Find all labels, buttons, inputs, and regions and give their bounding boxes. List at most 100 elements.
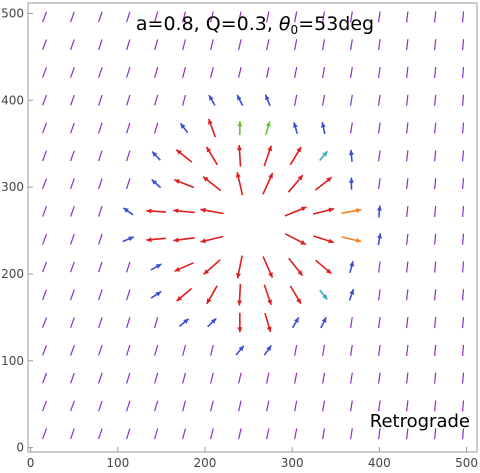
vector-arrow [378, 122, 381, 134]
vector-arrow [154, 400, 159, 412]
vector-arrowhead [203, 269, 209, 275]
vector-arrow [462, 122, 465, 134]
vector-arrow [406, 150, 409, 162]
vector-arrow [98, 233, 103, 245]
vector-arrowhead [183, 318, 189, 324]
vector-arrowhead [349, 289, 355, 295]
vector-arrow [154, 122, 159, 134]
vector-arrowhead [174, 179, 180, 184]
vector-arrow [98, 289, 103, 301]
vector-arrowhead [300, 240, 306, 245]
vector-arrow [70, 178, 75, 190]
x-tick-label: 400 [368, 456, 391, 470]
vector-arrow [210, 372, 214, 384]
vector-arrow [42, 11, 48, 23]
vector-arrow [462, 205, 465, 217]
vector-arrowhead [176, 296, 182, 302]
y-tick-label: 300 [1, 180, 24, 194]
vector-arrow [42, 428, 48, 440]
vector-arrowhead [206, 298, 212, 304]
vector-arrowhead [297, 270, 303, 276]
vector-arrow [378, 11, 381, 23]
vector-arrow [462, 261, 465, 273]
vector-arrow [238, 39, 242, 51]
vector-arrow [462, 94, 465, 106]
vector-arrow [126, 39, 131, 51]
vector-arrow [462, 372, 465, 384]
vector-arrow [462, 317, 465, 329]
vector-arrowhead [267, 145, 272, 152]
vector-arrow [182, 372, 187, 384]
vector-arrow [154, 11, 159, 23]
vector-arrow [378, 150, 381, 162]
vector-arrowhead [355, 208, 362, 213]
vector-arrow [98, 39, 103, 51]
vector-arrow [70, 344, 75, 356]
vector-arrow [294, 11, 298, 23]
vector-arrowhead [267, 299, 272, 305]
vector-arrowhead [321, 317, 327, 323]
vector-arrowhead [296, 146, 302, 153]
vector-arrowhead [268, 272, 273, 278]
vector-arrowhead [296, 298, 301, 304]
vector-arrow [266, 66, 270, 79]
vector-arrowhead [146, 208, 152, 214]
vector-arrow [182, 11, 187, 23]
vector-arrow [378, 66, 381, 78]
vector-arrowhead [155, 264, 162, 269]
vector-arrow [350, 66, 353, 78]
vector-arrow [462, 66, 465, 79]
vector-arrow [406, 11, 409, 23]
vector-arrow [126, 344, 131, 356]
vector-arrow [42, 289, 48, 301]
vector-arrowhead [208, 95, 214, 101]
vector-arrowhead [237, 327, 243, 333]
vector-arrow [154, 94, 159, 106]
vector-arrow [322, 372, 326, 384]
vector-arrowhead [377, 233, 382, 239]
vector-arrowhead [146, 237, 152, 243]
vector-arrowhead [300, 206, 307, 212]
vector-arrow [434, 178, 437, 190]
y-tick-label: 0 [16, 441, 24, 455]
vector-arrowhead [237, 121, 243, 127]
vector-arrow [350, 11, 353, 23]
vector-arrowhead [328, 238, 334, 244]
vector-arrowhead [206, 146, 212, 153]
vector-arrowhead [322, 294, 328, 300]
x-tick-label: 100 [106, 456, 129, 470]
vector-arrow [462, 233, 465, 245]
vector-arrow [210, 11, 214, 23]
vector-arrow [294, 39, 298, 51]
vector-arrow [434, 39, 437, 51]
vector-arrow [98, 178, 103, 190]
vector-arrow [322, 39, 326, 51]
vector-arrow [238, 66, 242, 78]
vector-arrowhead [173, 208, 179, 214]
vector-arrow [42, 400, 48, 412]
vector-arrow [322, 428, 326, 440]
vector-arrow [42, 344, 48, 356]
vector-field-arrows [42, 11, 465, 440]
vector-arrow [154, 39, 159, 51]
vector-arrow [406, 178, 409, 190]
vector-arrowhead [237, 300, 243, 306]
vector-arrow [378, 344, 381, 356]
vector-arrow [42, 317, 48, 328]
vector-arrow [462, 428, 465, 440]
vector-arrow [70, 94, 75, 106]
vector-arrow [378, 317, 381, 329]
vector-arrow [406, 122, 409, 134]
vector-arrow [126, 94, 131, 106]
vector-arrow [434, 261, 437, 273]
vector-arrowhead [293, 122, 298, 128]
vector-arrow [126, 400, 131, 412]
vector-arrowhead [200, 238, 206, 244]
vector-arrowhead [238, 345, 244, 352]
vector-arrowhead [376, 205, 382, 211]
vector-arrow [434, 233, 437, 245]
vector-arrow [70, 11, 75, 23]
vector-arrow [294, 344, 298, 356]
vector-arrow [434, 122, 437, 134]
vector-arrow [70, 317, 75, 329]
